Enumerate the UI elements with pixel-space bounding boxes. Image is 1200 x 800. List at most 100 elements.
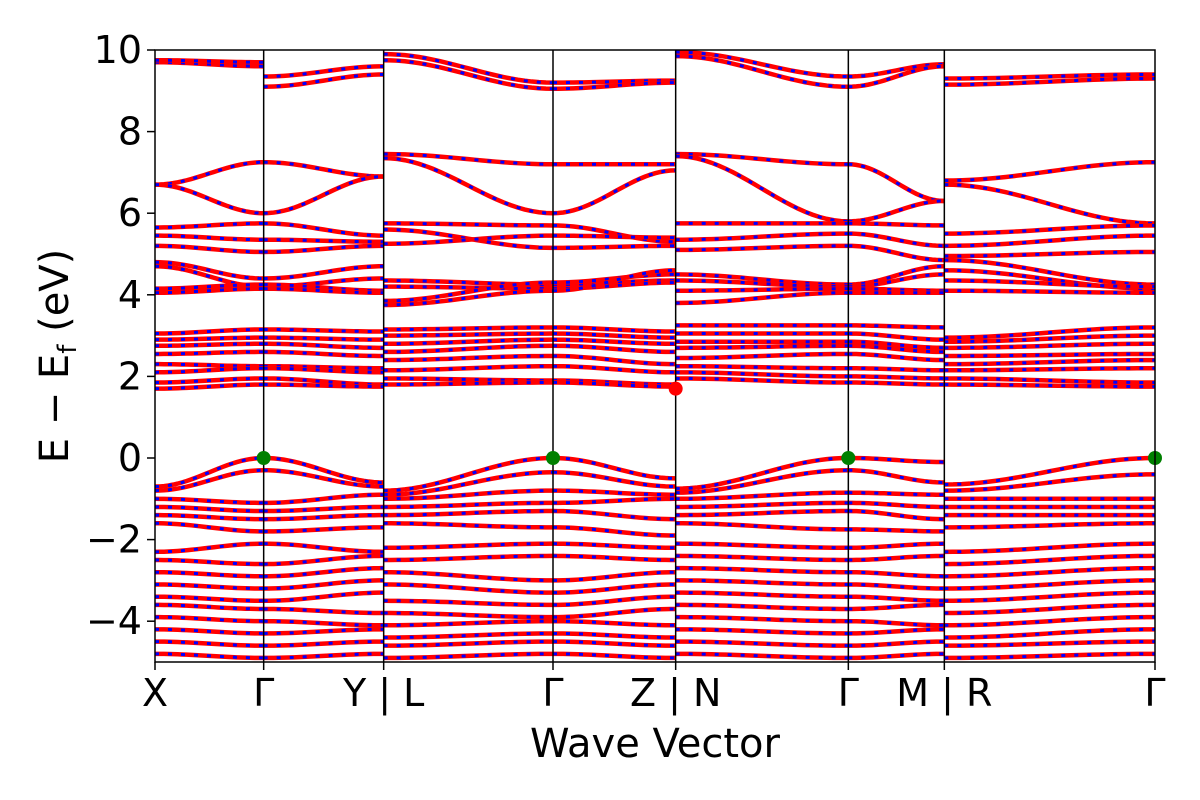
y-axis-label: E − Ef (eV) [32,249,83,464]
band-line-spin-up [263,174,384,216]
y-tick-label: 0 [118,436,142,480]
band-line-spin-up [552,223,676,245]
band-line-spin-up [675,290,849,306]
band-line-spin-up [263,627,384,636]
x-tick-label: Γ [1144,671,1165,715]
band-line-spin-down [383,338,554,346]
band-line-spin-down [944,383,1155,389]
band-line-spin-down [383,279,554,287]
band-line-spin-down [848,652,945,660]
band-line-spin-down [675,344,849,350]
band-line-spin-down [848,323,945,329]
band-line-spin-down [848,244,945,262]
band-line-spin-down [675,501,849,509]
band-line-spin-down [675,591,849,599]
band-line-spin-down [383,640,554,648]
y-tick-label: −4 [86,599,142,643]
band-line-spin-down [155,505,264,513]
band-line-spin-down [848,527,945,533]
band-line-spin-up [552,363,676,375]
band-line-spin-down [944,268,1155,291]
band-line-spin-down [675,456,849,491]
band-line-spin-down [944,591,1155,603]
band-line-spin-down [383,354,554,362]
band-line-spin-down [383,501,554,509]
band-line-spin-up [552,337,676,347]
band-line-spin-down [155,627,264,635]
band-line-spin-down [675,578,849,586]
band-line-spin-down [383,344,554,354]
band-line-spin-down [675,154,849,223]
band-line-spin-down [944,250,1155,258]
x-axis: X Γ Y | L Γ Z | N Γ M | R Γ [142,662,1166,716]
band-line-spin-down [383,376,554,382]
band-line-spin-down [675,279,849,289]
band-line-spin-down [155,513,264,521]
band-line-spin-up [675,53,849,89]
band-line-spin-down [944,615,1155,627]
band-line-spin-down [675,50,849,79]
vbm-marker [256,451,271,465]
band-line-spin-down [848,366,945,372]
y-axis-label-subscript: f [53,344,83,354]
x-axis-label: Wave Vector [530,721,781,767]
band-line-spin-down [848,491,945,497]
band-line-spin-down [848,162,945,203]
band-line-spin-down [944,358,1155,366]
band-line-spin-up [263,590,384,604]
band-line-spin-down [675,291,849,305]
band-line-spin-down [552,456,676,480]
band-line-spin-up [263,335,384,342]
band-line-spin-down [944,258,1155,287]
band-line-spin-down [848,468,945,484]
vbm-marker [546,451,560,465]
band-line-spin-down [155,244,264,254]
band-line-spin-down [383,456,554,493]
band-line-spin-down [155,456,264,489]
band-line-spin-down [383,325,554,331]
y-tick-label: 4 [118,273,142,317]
band-line-spin-up [552,639,676,648]
band-line-spin-down [848,603,945,611]
band-line-spin-up [552,470,676,489]
y-tick-label: 10 [94,28,142,72]
band-line-spin-down [263,174,384,215]
band-line-spin-up [263,221,384,238]
x-tick-label: Γ [253,671,274,715]
band-line-spin-down [675,603,849,611]
band-line-spin-down [383,631,554,640]
band-line-spin-down [155,60,264,68]
band-line-spin-down [155,640,264,648]
band-line-spin-down [383,289,554,307]
y-axis: 10 8 6 4 2 0 −2 −4 [86,28,155,643]
band-line-spin-down [383,228,554,250]
band-line-spin-up [155,182,264,216]
band-line-spin-up [263,565,384,579]
band-line-spin-down [848,332,945,342]
x-tick-label: Y | L [342,671,424,716]
band-line-spin-down [383,470,554,497]
band-line-spin-up [552,496,676,506]
band-line-spin-down [944,554,1155,566]
band-line-spin-down [944,279,1155,289]
band-line-spin-up [263,606,384,616]
band-line-spin-up [263,64,384,79]
band-line-spin-down [675,509,849,517]
band-line-spin-down [848,619,945,627]
band-line-spin-up [263,525,384,534]
band-line-spin-down [675,521,849,531]
band-line-spin-down [848,62,945,79]
band-line-spin-down [848,570,945,578]
band-line-spin-up [263,159,384,179]
band-line-spin-down [383,521,554,529]
band-line-spin-up [552,618,676,628]
band-line-spin-down [155,615,264,623]
band-line-spin-down [675,232,849,242]
band-line-spin-down [155,234,264,242]
band-line-spin-down [155,376,264,385]
band-line-spin-down [383,52,554,85]
band-line-spin-up [552,582,676,595]
bands-layer [155,50,1155,661]
band-line-spin-down [155,362,264,368]
band-line-spin-down [848,374,945,380]
